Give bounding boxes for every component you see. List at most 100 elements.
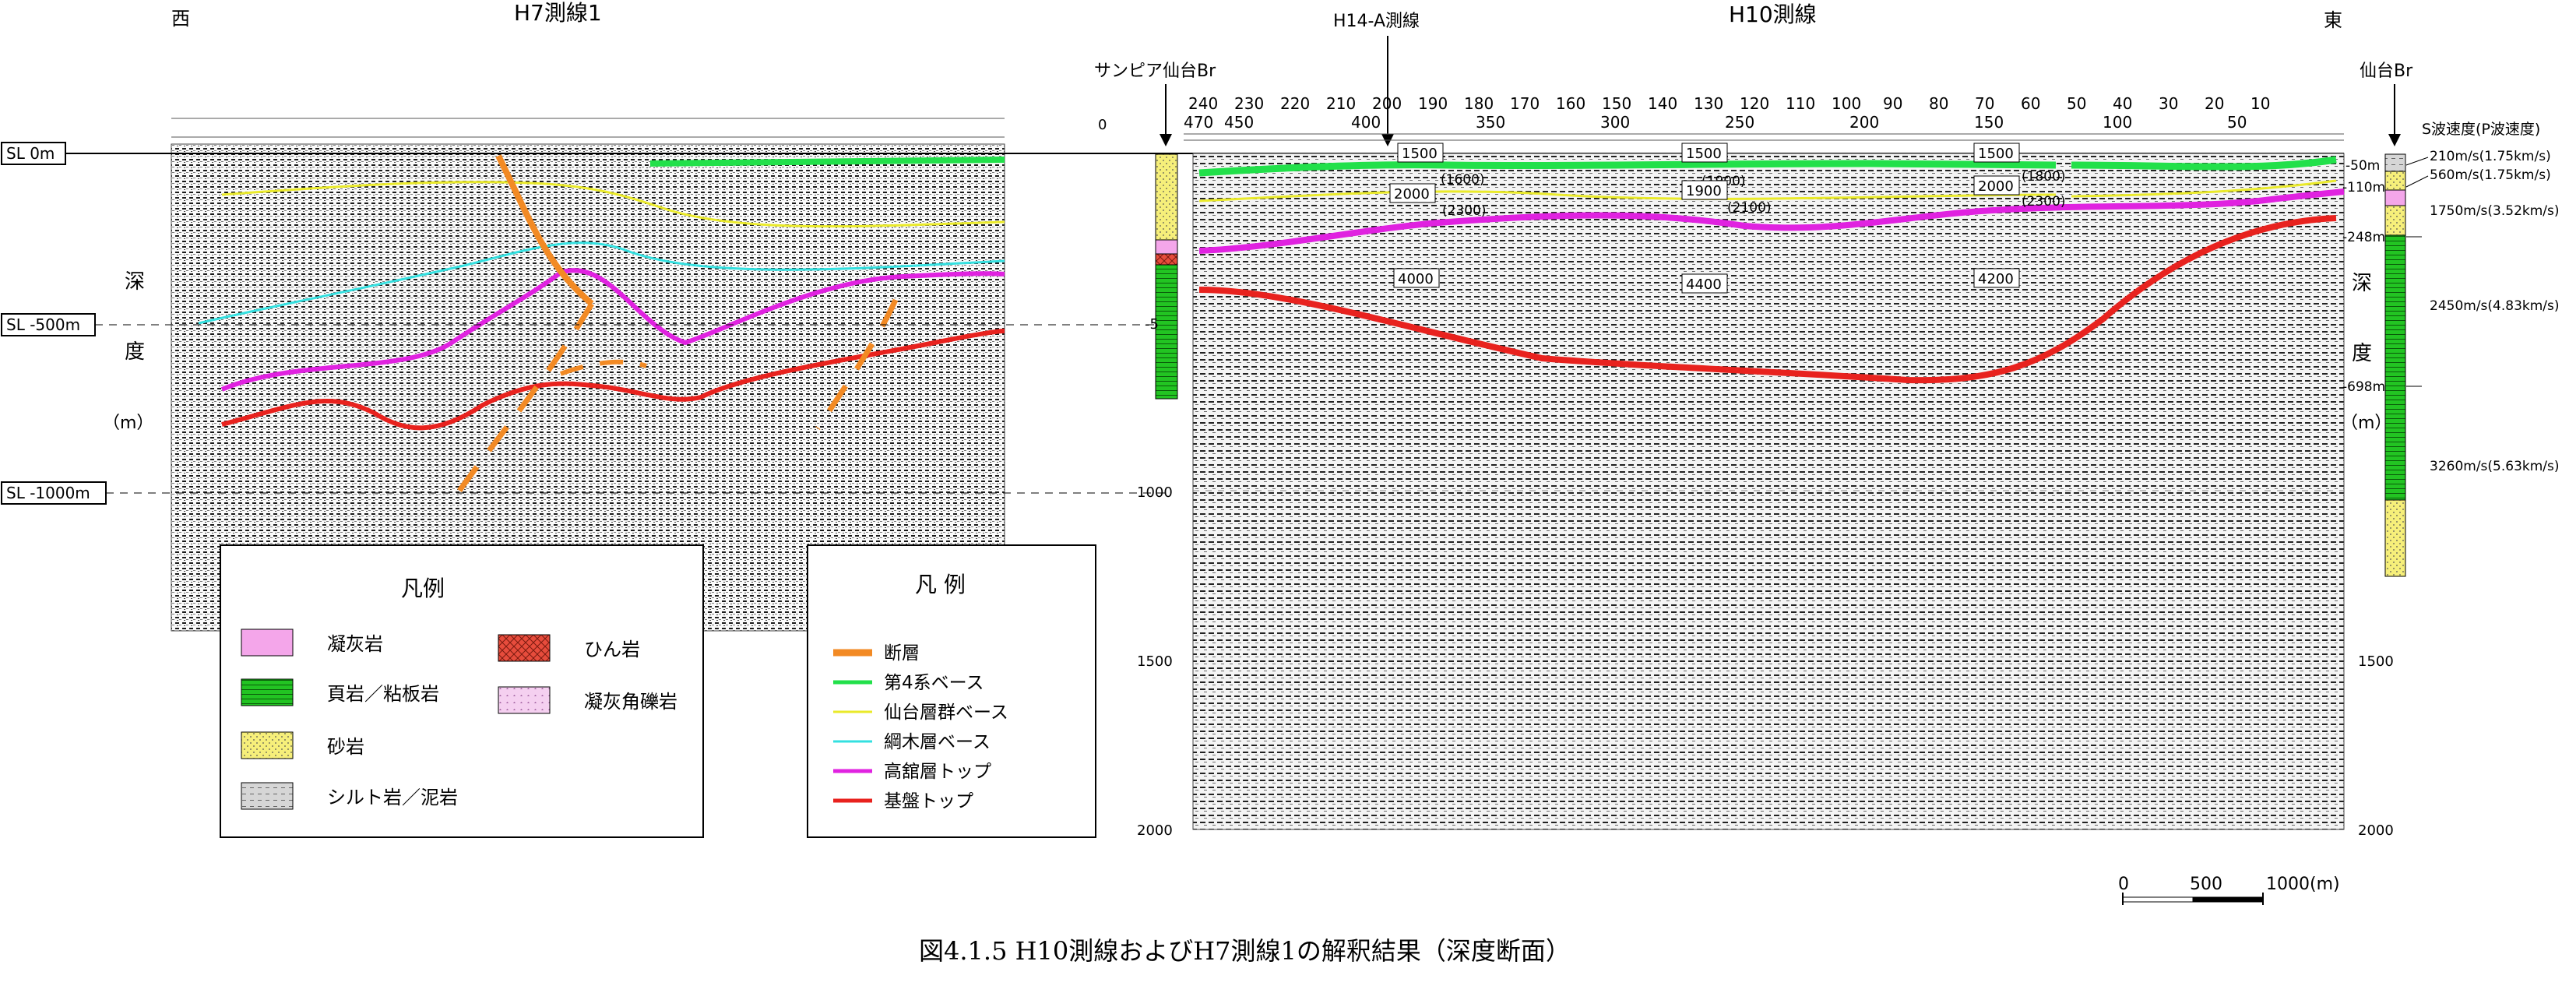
vel-1800: (1800) <box>2022 169 2066 185</box>
legend-porphyrite-label: ひん岩 <box>584 639 640 660</box>
h7-fault-1 <box>495 154 594 307</box>
h7-title: H7測線1 <box>514 0 602 26</box>
depth-char-r3: （m） <box>2341 414 2391 433</box>
cdp-top-1: 230 <box>1234 94 1264 113</box>
h7-fault-1-dashed <box>457 302 595 493</box>
cdp-top-16: 80 <box>1929 94 1948 113</box>
legend-breccia-swatch <box>498 686 551 714</box>
vel-layer-depth-1: -110m <box>2342 180 2385 195</box>
legend-tsunagi-label: 綱木層ベース <box>884 732 991 752</box>
h10-q-base <box>1198 156 2337 177</box>
h10-interpretation <box>1198 156 2345 384</box>
vel-2100: (2100) <box>1727 200 1772 216</box>
figure-caption: 図4.1.5 H10測線およびH7測線1の解釈結果（深度断面） <box>919 936 1571 966</box>
vel-2300-b: (2300) <box>2022 194 2066 210</box>
legend-q-label: 第4系ベース <box>884 673 984 693</box>
legend-tuff-label: 凝灰岩 <box>327 633 383 655</box>
legend-breccia-label: 凝灰角礫岩 <box>584 691 677 713</box>
sunpia-borehole-column <box>1155 153 1178 400</box>
cdp-bot-9: 50 <box>2227 113 2247 132</box>
cdp-top-14: 100 <box>1832 94 1861 113</box>
cdp-bot-6: 200 <box>1849 113 1879 132</box>
depth-char-2: 度 <box>125 340 145 364</box>
vel-1500-b: 1500 <box>1686 146 1722 162</box>
cdp-top-6: 180 <box>1464 94 1494 113</box>
cdp-top-22: 20 <box>2205 94 2224 113</box>
depth-tick-3: 1500 <box>1137 653 1173 670</box>
vel-layer-depth-0: -50m <box>2345 158 2380 174</box>
cdp-top-4: 200 <box>1372 94 1402 113</box>
legend-sandstone-label: 砂岩 <box>327 736 364 758</box>
vel-1600: (1600) <box>1441 172 1485 188</box>
cdp-top-21: 30 <box>2159 94 2178 113</box>
vel-4200: 4200 <box>1978 271 2014 287</box>
cdp-top-8: 160 <box>1556 94 1585 113</box>
cdp-top-2: 220 <box>1280 94 1310 113</box>
legend-siltstone-label: シルト岩／泥岩 <box>327 787 458 808</box>
scale-1000: 1000(m) <box>2266 875 2340 894</box>
legend-basement-label: 基盤トップ <box>884 791 973 812</box>
vel-layer-depth-3: -248m <box>2342 230 2385 245</box>
cdp-top-20: 40 <box>2113 94 2132 113</box>
vel-2000-b: 2000 <box>1978 178 2014 195</box>
depth-tick-r4: 2000 <box>2358 822 2394 839</box>
h10-takadate-top <box>1198 188 2345 254</box>
vel-layer-value-4: 3260m/s(5.63km/s) <box>2430 459 2560 474</box>
sendai-borehole-label: 仙台Br <box>2360 62 2413 81</box>
h7-tsunagi-base <box>198 241 1005 325</box>
depth-char-3: （m） <box>103 414 153 433</box>
sl-1000-label: SL -1000m <box>6 484 90 502</box>
h10-cdp-bottom: 470 450 400 350 300 250 200 150 100 50 <box>1184 113 2247 132</box>
cdp-top-0: 240 <box>1188 94 1218 113</box>
cdp-top-13: 110 <box>1786 94 1815 113</box>
vel-layer-value-1: 560m/s(1.75km/s) <box>2430 167 2551 183</box>
vel-2300-a: (2300) <box>1442 203 1487 219</box>
vel-2000-a: 2000 <box>1394 186 1430 202</box>
legend-siltstone-swatch <box>241 782 294 810</box>
h7-sendai-base <box>221 181 1005 228</box>
depth-char-r2: 度 <box>2352 342 2372 365</box>
legend-lines: 凡 例 断層 第4系ベース 仙台層群ベース 綱木層ベース 高舘層トップ 基盤トッ… <box>807 544 1096 838</box>
legend-fault-label: 断層 <box>884 643 920 664</box>
scale-0: 0 <box>2118 875 2129 894</box>
vel-4400: 4400 <box>1686 276 1722 293</box>
legend-shale-swatch <box>241 678 294 706</box>
vel-1500-a: 1500 <box>1402 146 1438 162</box>
legend-lines-title: 凡 例 <box>915 572 966 597</box>
cdp-top-18: 60 <box>2021 94 2040 113</box>
h7-interpretation <box>198 154 1005 493</box>
cdp-top-15: 90 <box>1883 94 1902 113</box>
vel-1900: 1900 <box>1686 183 1722 199</box>
sl-500-label: SL -500m <box>6 315 80 334</box>
cdp-top-9: 150 <box>1602 94 1631 113</box>
scale-500: 500 <box>2190 875 2222 894</box>
h7-axis-strip <box>171 118 1005 138</box>
h10-depth-ticks: 0 -5 1000 1500 2000 1500 2000 <box>1098 117 2394 839</box>
cdp-bot-1: 450 <box>1224 113 1254 132</box>
h10-sendai-base <box>1198 179 2337 202</box>
sendai-borehole-column <box>2384 153 2406 577</box>
legend-rock: 凡例 凝灰岩 頁岩／粘板岩 砂岩 シルト岩／泥岩 ひん岩 凝灰角礫岩 <box>220 544 704 838</box>
velocity-layers: -50m 210m/s(1.75km/s) -110m 560m/s(1.75k… <box>2342 149 2560 474</box>
h10-velocity-labels: 1500 1500 1500 (1600) (1900) (1800) 2000… <box>1389 143 2066 294</box>
vel-layer-value-0: 210m/s(1.75km/s) <box>2430 149 2551 164</box>
scale-bar: 0 500 1000(m) <box>2118 875 2340 905</box>
vel-layer-depth-4: -698m <box>2342 379 2385 395</box>
depth-tick-r3: 1500 <box>2358 653 2394 670</box>
legend-takadate-label: 高舘層トップ <box>884 762 991 782</box>
west-label: 西 <box>171 8 190 30</box>
cdp-top-19: 50 <box>2067 94 2086 113</box>
h10-seismic-panel <box>1193 153 2344 829</box>
cdp-top-23: 10 <box>2250 94 2270 113</box>
h10-basement-top <box>1198 215 2337 384</box>
cdp-top-17: 70 <box>1975 94 1994 113</box>
cdp-top-3: 210 <box>1326 94 1356 113</box>
sl-0-label: SL 0m <box>6 144 55 163</box>
east-label: 東 <box>2324 9 2342 31</box>
velocity-header: S波速度(P波速度) <box>2422 121 2540 138</box>
depth-char-1: 深 <box>125 270 145 294</box>
sunpia-borehole-label: サンピア仙台Br <box>1094 62 1216 81</box>
legend-porphyrite-swatch <box>498 634 551 662</box>
vel-4000: 4000 <box>1398 271 1434 287</box>
